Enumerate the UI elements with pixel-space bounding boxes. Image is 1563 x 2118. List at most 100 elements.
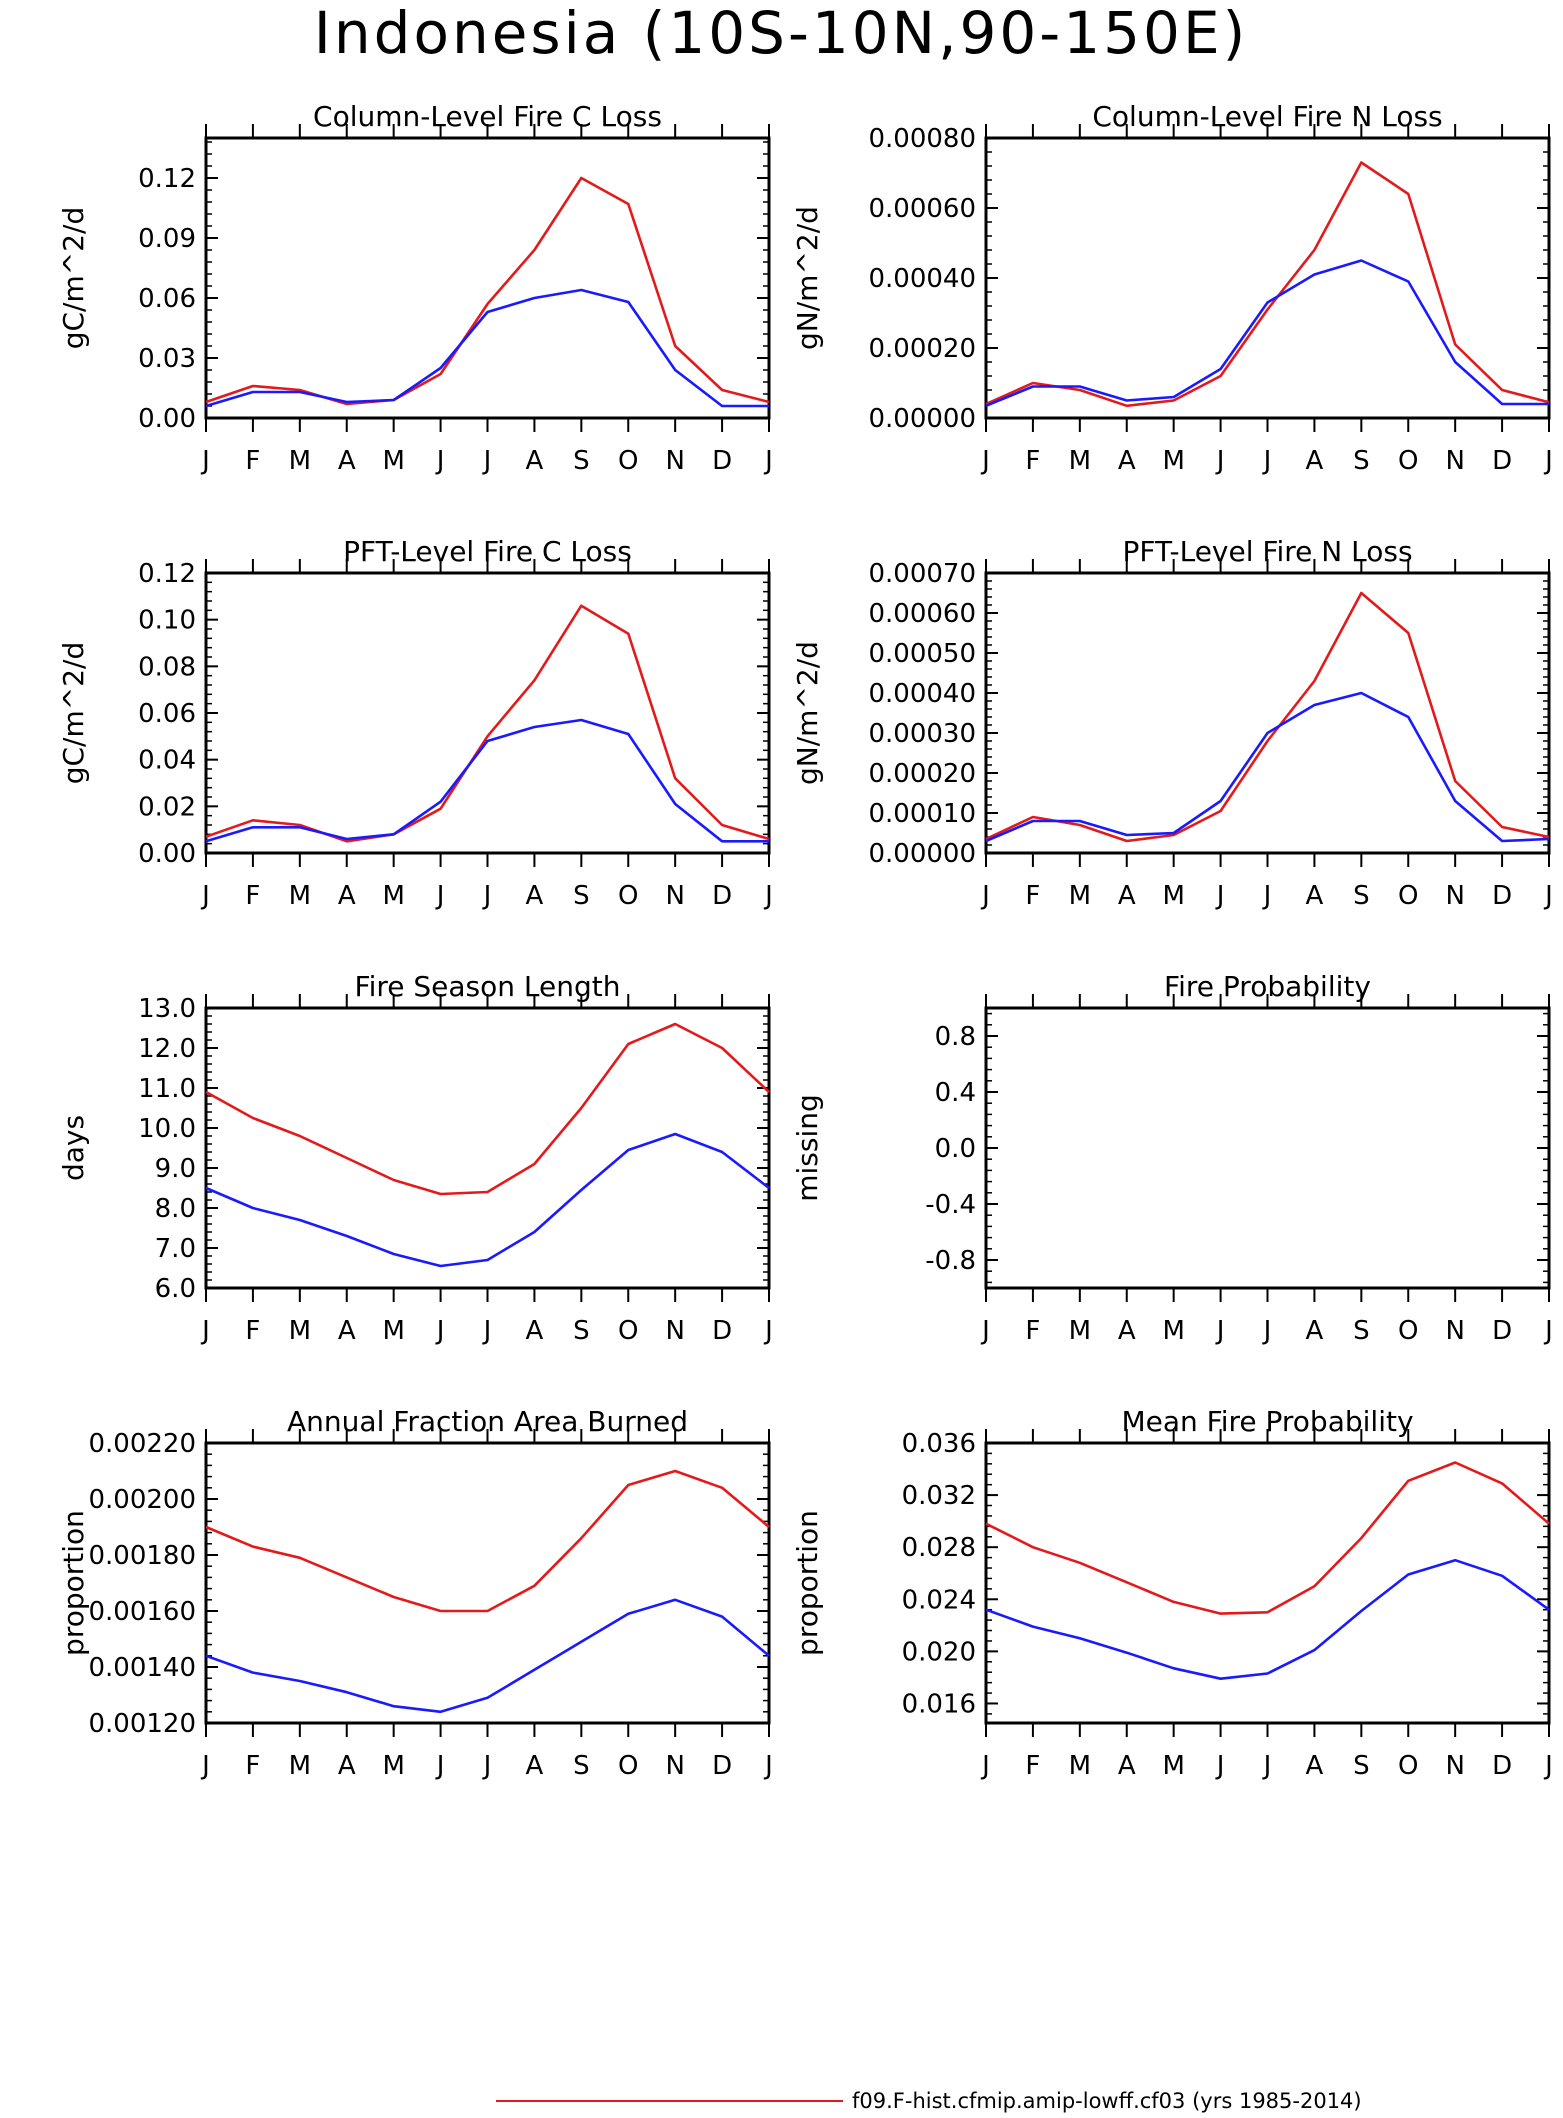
y-tick-label: 0.02 bbox=[138, 792, 196, 822]
x-tick-label: J bbox=[482, 1316, 492, 1346]
x-tick-label: A bbox=[526, 1316, 544, 1346]
x-tick-label: J bbox=[1262, 1751, 1272, 1781]
x-tick-label: S bbox=[1353, 1316, 1370, 1346]
x-tick-label: J bbox=[1262, 1316, 1272, 1346]
y-tick-label: 0.00220 bbox=[88, 1429, 196, 1459]
x-tick-label: J bbox=[763, 446, 773, 476]
y-axis-label: gC/m^2/d bbox=[57, 642, 90, 785]
y-axis-label: gC/m^2/d bbox=[57, 207, 90, 350]
x-tick-label: O bbox=[1398, 1316, 1418, 1346]
y-tick-label: 0.00 bbox=[138, 404, 196, 434]
x-tick-label: J bbox=[482, 1751, 492, 1781]
x-tick-label: A bbox=[526, 446, 544, 476]
x-tick-label: J bbox=[200, 446, 210, 476]
x-tick-label: M bbox=[382, 1751, 404, 1781]
x-tick-label: O bbox=[1398, 881, 1418, 911]
series-line-1 bbox=[205, 1022, 770, 1196]
y-tick-label: 0.00060 bbox=[868, 599, 976, 629]
y-tick-label: 0.00000 bbox=[868, 404, 976, 434]
x-tick-label: J bbox=[482, 881, 492, 911]
y-tick-label: 0.00180 bbox=[88, 1541, 196, 1571]
x-tick-label: A bbox=[338, 446, 356, 476]
y-tick-label: 0.016 bbox=[902, 1689, 976, 1719]
x-tick-label: M bbox=[289, 446, 311, 476]
y-tick-label: 0.00040 bbox=[868, 264, 976, 294]
x-tick-label: A bbox=[1306, 446, 1324, 476]
y-tick-label: 0.8 bbox=[935, 1022, 976, 1052]
x-tick-label: J bbox=[200, 1316, 210, 1346]
x-tick-label: J bbox=[1215, 881, 1225, 911]
x-tick-label: A bbox=[1118, 881, 1136, 911]
y-axis-label: gN/m^2/d bbox=[791, 206, 824, 350]
chart-panels: Column-Level Fire C Loss0.000.030.060.09… bbox=[57, 100, 1553, 1781]
x-tick-label: F bbox=[245, 1751, 260, 1781]
x-tick-label: S bbox=[573, 446, 590, 476]
y-tick-label: 0.03 bbox=[138, 344, 196, 374]
y-tick-label: -0.4 bbox=[925, 1190, 976, 1220]
plot-frame bbox=[984, 136, 1551, 420]
x-tick-label: M bbox=[1069, 1751, 1091, 1781]
x-tick-label: O bbox=[1398, 446, 1418, 476]
x-tick-label: J bbox=[1262, 881, 1272, 911]
chart-panel-5: Fire Season Length6.07.08.09.010.011.012… bbox=[57, 970, 773, 1346]
x-tick-label: M bbox=[1069, 1316, 1091, 1346]
x-tick-label: J bbox=[200, 881, 210, 911]
x-tick-label: M bbox=[1162, 1751, 1184, 1781]
y-tick-label: 0.06 bbox=[138, 284, 196, 314]
x-tick-label: F bbox=[1025, 446, 1040, 476]
chart-panel-8: Mean Fire Probability0.0160.0200.0240.02… bbox=[791, 1405, 1553, 1781]
x-tick-label: F bbox=[245, 881, 260, 911]
series-line-1 bbox=[205, 604, 770, 843]
y-tick-label: 0.00070 bbox=[868, 559, 976, 589]
x-tick-label: N bbox=[665, 1316, 684, 1346]
x-tick-label: F bbox=[1025, 881, 1040, 911]
x-tick-label: A bbox=[338, 1751, 356, 1781]
x-tick-label: M bbox=[382, 446, 404, 476]
x-tick-label: A bbox=[1306, 1316, 1324, 1346]
y-tick-label: 0.020 bbox=[902, 1637, 976, 1667]
x-tick-label: O bbox=[618, 881, 638, 911]
y-tick-label: 0.00030 bbox=[868, 719, 976, 749]
x-tick-label: J bbox=[980, 881, 990, 911]
y-tick-label: 0.00 bbox=[138, 839, 196, 869]
x-tick-label: O bbox=[618, 446, 638, 476]
y-axis-label: gN/m^2/d bbox=[791, 641, 824, 785]
y-tick-label: 7.0 bbox=[155, 1234, 196, 1264]
x-tick-label: M bbox=[289, 881, 311, 911]
chart-panel-4: PFT-Level Fire N Loss0.000000.000100.000… bbox=[791, 535, 1553, 911]
y-tick-label: -0.8 bbox=[925, 1246, 976, 1276]
x-tick-label: S bbox=[1353, 1751, 1370, 1781]
x-tick-label: M bbox=[1162, 446, 1184, 476]
x-tick-label: A bbox=[1306, 881, 1324, 911]
y-tick-label: 11.0 bbox=[138, 1074, 196, 1104]
y-tick-label: 0.4 bbox=[935, 1078, 976, 1108]
x-tick-label: J bbox=[435, 881, 445, 911]
legend: f09.F-hist.cfmip.amip-lowff.cf03 (yrs 19… bbox=[496, 2089, 1362, 2113]
y-tick-label: 0.09 bbox=[138, 224, 196, 254]
x-tick-label: J bbox=[980, 1751, 990, 1781]
y-tick-label: 0.06 bbox=[138, 699, 196, 729]
y-tick-label: 0.032 bbox=[902, 1481, 976, 1511]
x-tick-label: J bbox=[1543, 1316, 1553, 1346]
x-tick-label: D bbox=[1492, 446, 1512, 476]
chart-panel-1: Column-Level Fire C Loss0.000.030.060.09… bbox=[57, 100, 773, 476]
y-axis-label: days bbox=[57, 1115, 90, 1181]
y-tick-label: 10.0 bbox=[138, 1114, 196, 1144]
x-tick-label: M bbox=[382, 881, 404, 911]
series-line-2 bbox=[985, 1558, 1550, 1680]
x-tick-label: A bbox=[338, 1316, 356, 1346]
y-tick-label: 0.00050 bbox=[868, 639, 976, 669]
y-tick-label: 12.0 bbox=[138, 1034, 196, 1064]
series-line-2 bbox=[985, 259, 1549, 408]
x-tick-label: D bbox=[712, 1316, 732, 1346]
x-tick-label: F bbox=[245, 1316, 260, 1346]
y-tick-label: 0.00040 bbox=[868, 679, 976, 709]
x-tick-label: A bbox=[1118, 1316, 1136, 1346]
series-line-2 bbox=[205, 1132, 770, 1268]
x-tick-label: J bbox=[482, 446, 492, 476]
x-tick-label: N bbox=[665, 446, 684, 476]
y-tick-label: 9.0 bbox=[155, 1154, 196, 1184]
x-tick-label: J bbox=[1215, 1316, 1225, 1346]
x-tick-label: D bbox=[712, 446, 732, 476]
